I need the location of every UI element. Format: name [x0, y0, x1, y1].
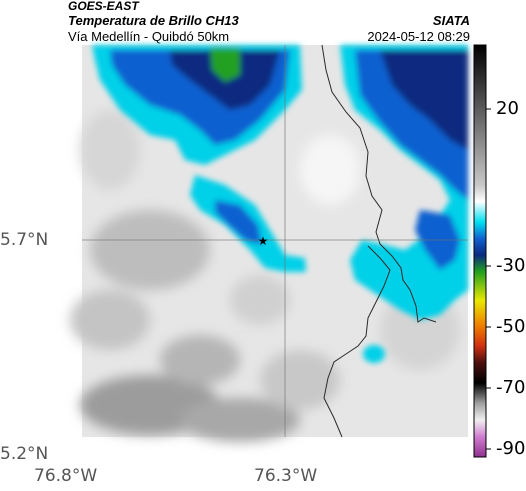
colorbar-label--30: -30	[496, 255, 526, 276]
product-title: GOES-EAST	[68, 0, 139, 13]
map-panel: ★	[70, 44, 468, 442]
location-marker-star: ★	[258, 234, 269, 248]
lat-label-5.2: 5.2°N	[0, 444, 49, 464]
coastline-border	[321, 44, 437, 438]
lat-label-5.7: 5.7°N	[0, 230, 49, 250]
org-label: SIATA	[432, 13, 470, 28]
colorbar	[473, 44, 491, 458]
colorbar-gradient	[473, 44, 487, 458]
lon-label-76.3: 76.3°W	[254, 466, 318, 486]
colorbar-label-20: 20	[496, 98, 519, 119]
colorbar-label--70: -70	[496, 377, 526, 398]
route-subtitle: Vía Medellín - Quibdó 50km	[68, 29, 230, 44]
cold-cloud-field	[92, 45, 468, 363]
datetime-label: 2024-05-12 08:29	[367, 29, 470, 44]
colorbar-label--50: -50	[496, 316, 526, 337]
warm-surface-field	[70, 110, 460, 442]
channel-title: Temperatura de Brillo CH13	[68, 13, 239, 28]
lon-label-76.8: 76.8°W	[34, 466, 98, 486]
colorbar-label--90: -90	[496, 438, 526, 459]
